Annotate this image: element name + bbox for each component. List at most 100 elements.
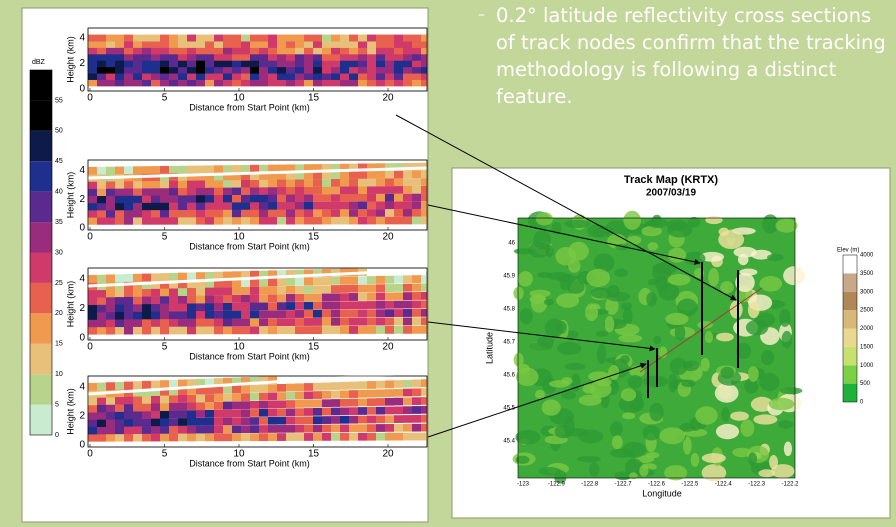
heatmap-cell: [403, 54, 412, 61]
colorbar-tick-label: 40: [55, 189, 63, 196]
heatmap-cell: [268, 401, 277, 409]
heatmap-cell: [115, 312, 124, 320]
heatmap-cell: [412, 317, 421, 325]
heatmap-cell: [115, 274, 124, 282]
heatmap-cell: [196, 35, 205, 42]
heatmap-cell: [97, 319, 106, 327]
heatmap-cell: [331, 433, 340, 441]
heatmap-cell: [331, 310, 340, 318]
heatmap-cell: [160, 311, 169, 319]
heatmap-cell: [169, 41, 178, 48]
heatmap-cell: [88, 196, 97, 204]
heatmap-cell: [331, 302, 340, 310]
heatmap-cell: [241, 326, 250, 334]
heatmap-cell: [250, 187, 259, 195]
heatmap-cell: [88, 297, 97, 305]
heatmap-cell: [286, 187, 295, 195]
heatmap-cell: [151, 210, 160, 218]
heatmap-cell: [286, 41, 295, 48]
heatmap-cell: [376, 47, 385, 54]
heatmap-cell: [133, 47, 142, 54]
heatmap-cell: [160, 411, 169, 419]
heatmap-cell: [268, 41, 277, 48]
colorbar-cell: [30, 131, 52, 161]
heatmap-cell: [223, 410, 232, 418]
heatmap-cell: [367, 284, 376, 292]
heatmap-cell: [97, 327, 106, 335]
heatmap-cell: [169, 195, 178, 203]
heatmap-cell: [268, 302, 277, 310]
heatmap-cell: [97, 290, 106, 298]
heatmap-cell: [241, 217, 250, 225]
heatmap-cell: [178, 202, 187, 210]
heatmap-cell: [322, 302, 331, 310]
colorbar-cell: [30, 253, 52, 283]
heatmap-cell: [313, 326, 322, 334]
heatmap-cell: [277, 318, 286, 326]
heatmap-cell: [187, 195, 196, 203]
heatmap-cell: [187, 410, 196, 418]
colorbar-cell: [30, 313, 52, 343]
heatmap-cell: [277, 310, 286, 318]
heatmap-cell: [97, 167, 106, 175]
heatmap-cell: [214, 319, 223, 327]
heatmap-cell: [142, 67, 151, 74]
heatmap-cell: [232, 60, 241, 67]
heatmap-cell: [403, 47, 412, 54]
heatmap-cell: [286, 47, 295, 54]
heatmap-cell: [277, 54, 286, 61]
heatmap-cell: [268, 217, 277, 225]
heatmap-cell: [286, 408, 295, 416]
heatmap-cell: [160, 79, 169, 86]
heatmap-cell: [412, 178, 421, 186]
heatmap-cell: [421, 283, 427, 291]
heatmap-cell: [367, 54, 376, 61]
terrain-patch: [716, 424, 739, 439]
terrain-patch: [721, 367, 735, 379]
y-axis-label: Height (km): [65, 388, 75, 435]
terrain-patch: [748, 452, 757, 465]
heatmap-cell: [250, 54, 259, 61]
heatmap-cell: [115, 210, 124, 218]
heatmap-cell: [142, 419, 151, 427]
heatmap-cell: [97, 54, 106, 61]
heatmap-cell: [169, 304, 178, 312]
heatmap-cell: [304, 318, 313, 326]
heatmap-cell: [133, 67, 142, 74]
heatmap-cell: [403, 284, 412, 292]
heatmap-cell: [340, 424, 349, 432]
heatmap-cell: [403, 326, 412, 334]
heatmap-cell: [178, 319, 187, 327]
heatmap-cell: [349, 277, 358, 285]
heatmap-cell: [178, 273, 187, 281]
heatmap-cell: [97, 434, 106, 442]
heatmap-cell: [124, 289, 133, 297]
heatmap-cell: [349, 41, 358, 48]
terrain-patch: [513, 287, 523, 300]
heatmap-cell: [394, 292, 403, 300]
terrain-patch: [646, 292, 657, 307]
heatmap-cell: [124, 304, 133, 312]
terrain-patch: [596, 331, 608, 337]
heatmap-cell: [97, 79, 106, 86]
heatmap-cell: [196, 402, 205, 410]
heatmap-cell: [358, 79, 367, 86]
heatmap-cell: [421, 388, 427, 396]
heatmap-cell: [133, 434, 142, 442]
heatmap-cell: [340, 73, 349, 80]
heatmap-cell: [331, 326, 340, 334]
heatmap-cell: [421, 209, 427, 217]
heatmap-cell: [160, 380, 169, 388]
heatmap-cell: [196, 195, 205, 203]
heatmap-cell: [349, 54, 358, 61]
terrain-patch: [695, 406, 717, 425]
heatmap-cell: [304, 391, 313, 399]
terrain-patch: [668, 248, 686, 263]
heatmap-cell: [421, 300, 427, 308]
heatmap-cell: [259, 67, 268, 74]
terrain-patch: [730, 411, 749, 420]
heatmap-cell: [160, 273, 169, 281]
heatmap-cell: [178, 418, 187, 426]
terrain-patch: [605, 316, 614, 332]
heatmap-cell: [403, 424, 412, 432]
